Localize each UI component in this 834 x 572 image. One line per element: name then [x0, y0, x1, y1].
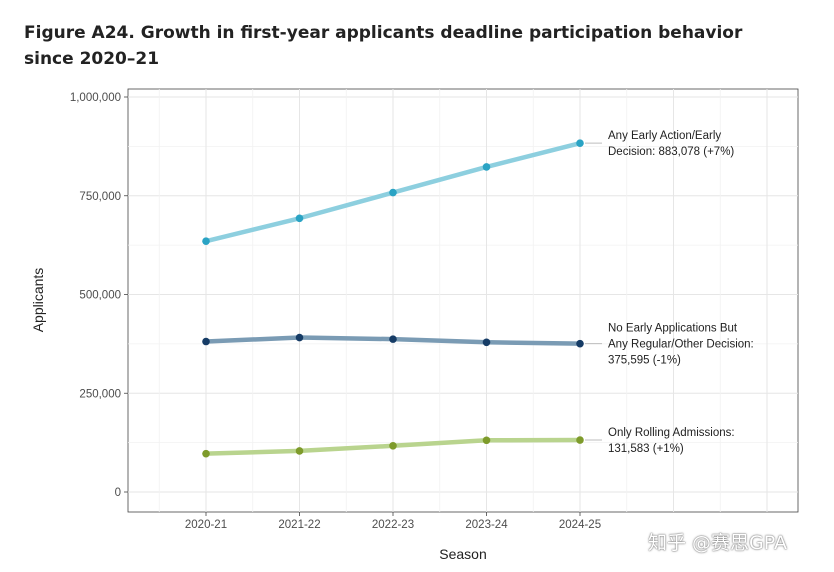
data-point — [202, 237, 210, 245]
data-point — [295, 333, 304, 342]
y-tick-label: 500,000 — [79, 290, 121, 302]
series-layer — [202, 139, 584, 458]
data-point — [389, 441, 397, 450]
y-tick-label: 1,000,000 — [70, 92, 121, 104]
data-point — [295, 447, 304, 455]
x-tick-label: 2024-25 — [559, 519, 601, 531]
series-end-label-line: 375,595 (-1%) — [608, 355, 681, 367]
series-end-label-line: Any Early Action/Early — [608, 130, 721, 142]
series-end-label: Only Rolling Admissions: 131,583 (+1%) — [608, 427, 735, 455]
series-end-label-line: Only Rolling Admissions: — [608, 427, 735, 439]
data-point — [576, 339, 584, 348]
series-end-label-line: Any Regular/Other Decision: — [608, 339, 754, 351]
y-axis-title: Applicants — [30, 268, 46, 333]
x-axis-title: Season — [439, 546, 486, 562]
data-point — [202, 449, 210, 458]
series-end-label: No Early Applications But Any Regular/Oth… — [608, 323, 754, 367]
series-end-label-line: 131,583 (+1%) — [608, 443, 684, 455]
y-tick-label: 750,000 — [79, 191, 121, 203]
data-point — [389, 335, 397, 343]
data-point — [295, 214, 304, 223]
grid-layer — [128, 89, 798, 512]
x-tick-label: 2023-24 — [465, 519, 508, 531]
data-point — [576, 139, 584, 147]
x-tick-label: 2020-21 — [185, 519, 227, 531]
figure-title: Figure A24. Growth in first-year applica… — [24, 23, 743, 69]
series-end-label-line: Decision: 883,078 (+7%) — [608, 146, 734, 158]
series-end-label: Any Early Action/Early Decision: 883,078 … — [608, 130, 734, 158]
data-point — [482, 338, 491, 347]
data-point — [482, 163, 491, 171]
y-tick-label: 0 — [115, 487, 121, 499]
x-tick-label: 2022-23 — [372, 519, 414, 531]
series-end-label-line: No Early Applications But — [608, 323, 738, 335]
axis-layer: 0 250,000 500,000 750,000 1,000,000 2020-21 20… — [70, 92, 601, 531]
label-layer: Any Early Action/Early Decision: 883,078 … — [585, 130, 754, 455]
data-point — [482, 436, 491, 445]
watermark-text: 知乎 @赛思GPA — [648, 532, 788, 554]
data-point — [389, 188, 397, 197]
data-point — [576, 436, 584, 444]
y-tick-label: 250,000 — [79, 388, 121, 400]
data-point — [202, 337, 210, 346]
x-tick-label: 2021-22 — [278, 519, 320, 531]
